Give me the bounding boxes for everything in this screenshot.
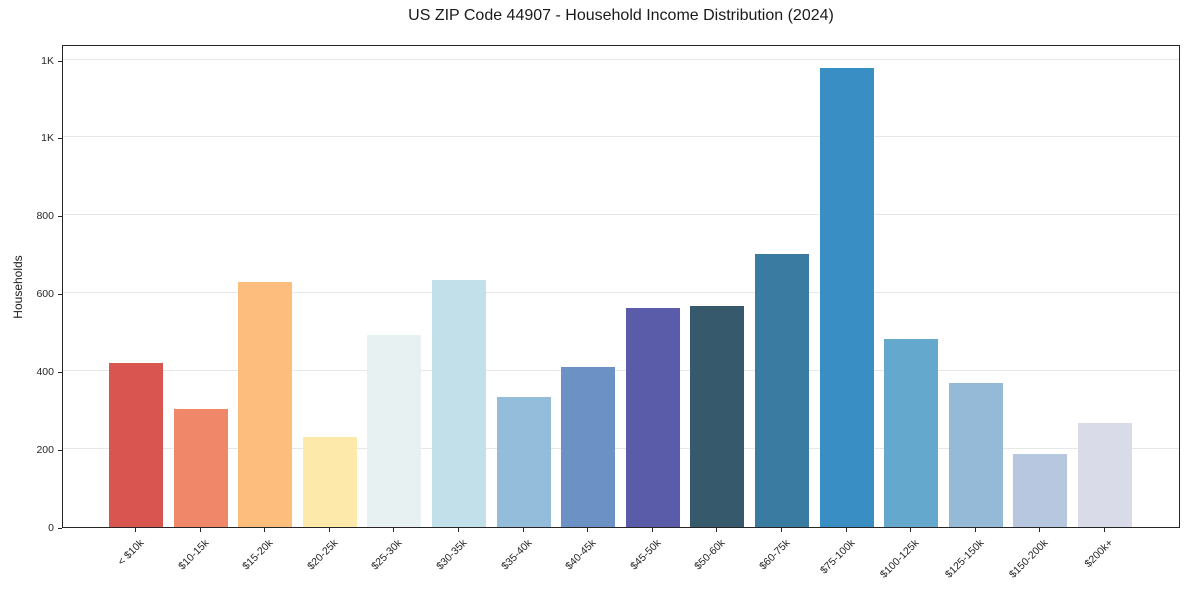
x-tick-label: $75-100k	[817, 537, 858, 577]
chart-title: US ZIP Code 44907 - Household Income Dis…	[408, 7, 834, 24]
x-tick-label: $125-150k	[942, 537, 987, 581]
bar-$15-20k	[238, 282, 293, 527]
x-tick-label: $25-30k	[369, 537, 405, 573]
y-tick-label: 0	[48, 522, 54, 534]
bar-$20-25k	[302, 437, 357, 527]
x-tick-mark	[328, 528, 330, 532]
x-tick-mark	[264, 528, 266, 532]
bar-$125-150k	[948, 383, 1003, 527]
x-tick-label: $20-25k	[304, 537, 341, 573]
x-tick-mark	[1039, 528, 1041, 532]
x-tick-label: $100-125k	[878, 537, 922, 581]
x-tick-label: $200k+	[1082, 537, 1116, 571]
bar-$60-75k	[755, 254, 809, 527]
y-tick-mark	[58, 450, 62, 452]
y-tick-mark	[58, 216, 62, 218]
y-tick-mark	[58, 372, 62, 374]
x-tick-label: $15-20k	[240, 537, 276, 573]
x-tick-mark	[845, 528, 847, 532]
x-tick-label: $45-50k	[627, 537, 664, 573]
x-tick-mark	[393, 528, 395, 532]
y-tick-mark	[58, 294, 62, 296]
bar-$75-100k	[819, 67, 874, 527]
bar-$45-50k	[625, 308, 680, 527]
x-tick-label: $30-35k	[434, 537, 470, 573]
x-tick-mark	[199, 528, 201, 532]
gridline-600	[63, 292, 1179, 294]
x-tick-mark	[135, 528, 136, 532]
x-tick-label: < $10k	[115, 537, 147, 568]
x-tick-label: $10-15k	[175, 537, 212, 573]
x-tick-label: $35-40k	[498, 537, 535, 573]
gridline-1200	[63, 58, 1179, 60]
bar-$10-15k	[173, 408, 228, 527]
y-axis-label: Households	[11, 255, 25, 319]
bar-$50-60k	[690, 306, 745, 527]
gridline-1000	[63, 136, 1179, 138]
gridline-800	[63, 214, 1179, 216]
x-tick-mark	[587, 528, 589, 532]
x-tick-label: $150-200k	[1007, 537, 1051, 581]
x-tick-mark	[522, 528, 524, 532]
bar-$30-35k	[432, 280, 486, 527]
x-tick-mark	[781, 528, 782, 532]
bar-$200k+	[1078, 423, 1132, 527]
y-tick-label: 200	[36, 444, 54, 457]
y-tick-label: 600	[36, 288, 54, 301]
y-tick-label: 800	[36, 210, 54, 223]
y-tick-label: 1K	[41, 54, 54, 67]
y-tick-label: 1K	[41, 132, 54, 145]
bar-$150-200k	[1013, 454, 1068, 527]
x-tick-mark	[458, 528, 459, 532]
x-tick-mark	[1104, 528, 1105, 532]
plot-area	[62, 45, 1180, 528]
y-tick-mark	[58, 528, 62, 529]
x-tick-mark	[910, 528, 912, 532]
bar-$100-125k	[884, 339, 939, 527]
gridline-400	[63, 370, 1179, 372]
x-tick-label: $60-75k	[757, 537, 793, 573]
x-tick-label: $40-45k	[563, 537, 599, 573]
x-tick-label: $50-60k	[692, 537, 728, 573]
gridline-200	[63, 448, 1179, 450]
bar-$40-45k	[561, 367, 616, 527]
y-tick-mark	[58, 138, 62, 140]
bar-$25-30k	[367, 335, 422, 527]
x-tick-mark	[651, 528, 653, 532]
bar-< $10k	[109, 363, 163, 527]
y-tick-label: 400	[36, 366, 54, 379]
bar-$35-40k	[496, 397, 551, 527]
x-tick-mark	[974, 528, 976, 532]
x-tick-mark	[716, 528, 718, 532]
y-tick-mark	[58, 60, 62, 62]
